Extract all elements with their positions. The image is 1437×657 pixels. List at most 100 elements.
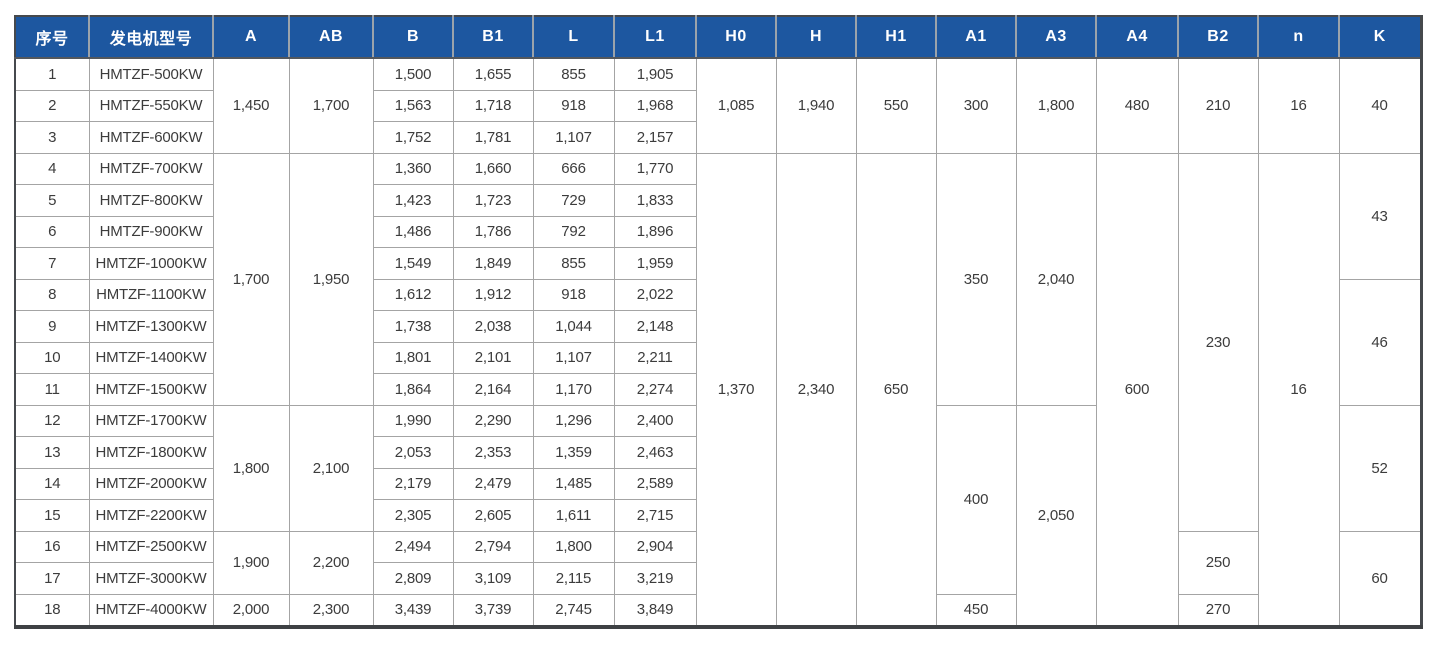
table-row-13: 13 HMTZF-1800KW 2,053 2,353 1,359 2,463 — [14, 436, 1421, 469]
cell-l: 1,170 — [532, 373, 615, 406]
cell-l1: 2,148 — [613, 310, 697, 343]
table-row-10: 10 HMTZF-1400KW 1,801 2,101 1,107 2,211 — [14, 341, 1421, 374]
cell-b1: 2,101 — [452, 341, 534, 374]
cell-b: 1,500 — [372, 57, 454, 91]
cell-l1: 2,400 — [613, 404, 697, 437]
cell-l1: 2,904 — [613, 530, 697, 563]
cell-b: 2,494 — [372, 530, 454, 563]
cell-model: HMTZF-1100KW — [88, 278, 214, 311]
header-a: A — [212, 16, 289, 59]
cell-l1: 1,968 — [613, 89, 697, 122]
cell-no: 15 — [14, 499, 90, 532]
cell-l1: 1,905 — [613, 57, 697, 91]
cell-l: 1,611 — [532, 499, 615, 532]
cell-b1: 3,109 — [452, 562, 534, 595]
header-no: 序号 — [15, 16, 89, 59]
cell-l1: 1,770 — [613, 152, 697, 185]
header-b: B — [372, 16, 453, 59]
table-row-3: 3 HMTZF-600KW 1,752 1,781 1,107 2,157 — [14, 121, 1421, 154]
cell-l1: 2,463 — [613, 436, 697, 469]
cell-a4: 600 — [1095, 152, 1179, 628]
table-row-8: 8 HMTZF-1100KW 1,612 1,912 918 2,022 46 — [14, 278, 1422, 406]
cell-model: HMTZF-550KW — [88, 89, 214, 122]
cell-l1: 2,157 — [613, 121, 697, 154]
cell-l: 2,745 — [532, 593, 615, 628]
cell-n: 16 — [1257, 152, 1340, 628]
cell-no: 11 — [14, 373, 90, 406]
cell-l: 855 — [532, 57, 615, 91]
header-row: 序号 发电机型号 A AB B B1 L L1 H0 H H1 A1 A3 A4… — [15, 16, 1421, 59]
header-h1: H1 — [855, 16, 936, 59]
cell-model: HMTZF-1000KW — [88, 247, 214, 280]
cell-b: 1,612 — [372, 278, 454, 311]
header-h: H — [775, 16, 856, 59]
cell-no: 6 — [14, 215, 90, 248]
cell-l1: 2,715 — [613, 499, 697, 532]
cell-b1: 1,660 — [452, 152, 534, 185]
cell-l: 1,800 — [532, 530, 615, 563]
header-h0: H0 — [695, 16, 776, 59]
cell-model: HMTZF-700KW — [88, 152, 214, 185]
cell-b1: 1,655 — [452, 57, 534, 91]
header-l1: L1 — [613, 16, 696, 59]
cell-b: 3,439 — [372, 593, 454, 628]
cell-l: 1,044 — [532, 310, 615, 343]
cell-model: HMTZF-600KW — [88, 121, 214, 154]
cell-b2: 230 — [1177, 152, 1259, 532]
cell-b: 1,864 — [372, 373, 454, 406]
spec-table-container: 序号 发电机型号 A AB B B1 L L1 H0 H H1 A1 A3 A4… — [14, 15, 1423, 629]
cell-k: 60 — [1338, 530, 1422, 628]
cell-b: 1,360 — [372, 152, 454, 185]
cell-ab: 2,100 — [288, 404, 374, 532]
table-row-12: 12 HMTZF-1700KW 1,800 2,100 1,990 2,290 … — [14, 404, 1422, 628]
cell-model: HMTZF-1500KW — [88, 373, 214, 406]
cell-model: HMTZF-900KW — [88, 215, 214, 248]
table-row-4: 4 HMTZF-700KW 1,700 1,950 1,360 1,660 66… — [14, 152, 1422, 628]
cell-b1: 2,605 — [452, 499, 534, 532]
cell-b: 2,053 — [372, 436, 454, 469]
cell-b: 2,179 — [372, 467, 454, 500]
cell-no: 4 — [14, 152, 90, 185]
cell-l: 918 — [532, 89, 615, 122]
cell-b2: 250 — [1177, 530, 1259, 595]
header-ab: AB — [288, 16, 373, 59]
cell-a1: 450 — [935, 593, 1017, 628]
cell-a: 1,450 — [212, 57, 290, 154]
cell-l: 1,296 — [532, 404, 615, 437]
cell-a: 2,000 — [212, 593, 290, 628]
cell-model: HMTZF-500KW — [88, 57, 214, 91]
cell-b1: 1,912 — [452, 278, 534, 311]
cell-b1: 1,781 — [452, 121, 534, 154]
cell-l: 918 — [532, 278, 615, 311]
header-n: n — [1257, 16, 1339, 59]
cell-h: 1,940 — [775, 57, 857, 154]
cell-no: 7 — [14, 247, 90, 280]
cell-ab: 2,200 — [288, 530, 374, 595]
table-row-9: 9 HMTZF-1300KW 1,738 2,038 1,044 2,148 — [14, 310, 1421, 343]
table-row-7: 7 HMTZF-1000KW 1,549 1,849 855 1,959 — [14, 247, 1421, 280]
cell-a1: 350 — [935, 152, 1017, 406]
cell-no: 13 — [14, 436, 90, 469]
cell-a3: 2,040 — [1015, 152, 1097, 406]
cell-k: 52 — [1338, 404, 1422, 532]
cell-l1: 2,022 — [613, 278, 697, 311]
cell-l1: 1,833 — [613, 184, 697, 217]
cell-a: 1,800 — [212, 404, 290, 532]
cell-ab: 1,950 — [288, 152, 374, 406]
cell-a3: 2,050 — [1015, 404, 1097, 628]
cell-h1: 550 — [855, 57, 937, 154]
cell-l: 666 — [532, 152, 615, 185]
cell-b1: 2,290 — [452, 404, 534, 437]
table-row-1: 1 HMTZF-500KW 1,450 1,700 1,500 1,655 85… — [14, 57, 1422, 154]
cell-a1: 300 — [935, 57, 1017, 154]
table-row-16: 16 HMTZF-2500KW 1,900 2,200 2,494 2,794 … — [14, 530, 1422, 628]
table-row-15: 15 HMTZF-2200KW 2,305 2,605 1,611 2,715 — [14, 499, 1421, 532]
cell-b1: 1,849 — [452, 247, 534, 280]
cell-l: 1,485 — [532, 467, 615, 500]
table-row-17: 17 HMTZF-3000KW 2,809 3,109 2,115 3,219 — [14, 562, 1421, 595]
cell-l: 729 — [532, 184, 615, 217]
cell-model: HMTZF-2200KW — [88, 499, 214, 532]
cell-model: HMTZF-3000KW — [88, 562, 214, 595]
cell-a3: 1,800 — [1015, 57, 1097, 154]
cell-b: 1,738 — [372, 310, 454, 343]
